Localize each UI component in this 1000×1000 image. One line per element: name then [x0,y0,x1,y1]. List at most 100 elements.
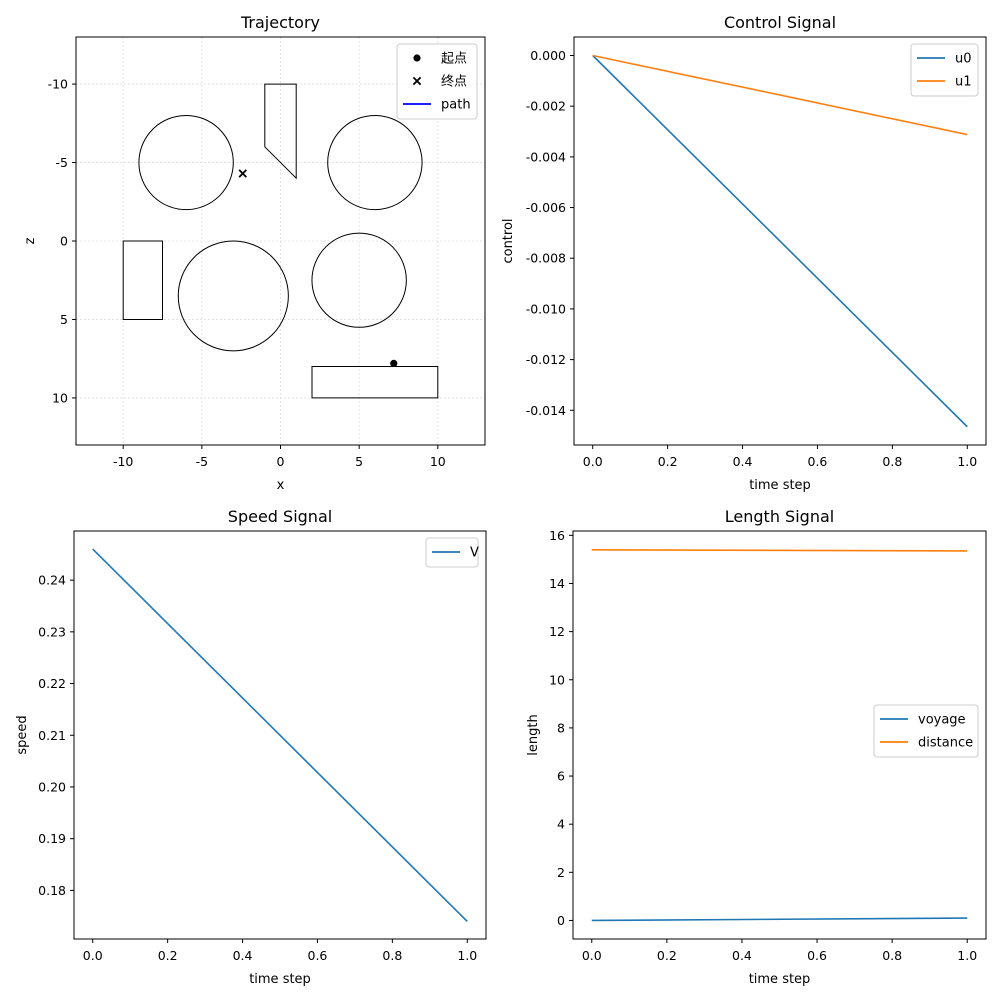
y-tick-label: 4 [557,817,565,832]
chart-length: 0.0 0.2 0.4 0.6 0.8 1.0 0 2 4 6 8 10 12 14 16 Length Si… [526,507,987,987]
y-axis-label: speed [15,715,30,754]
series-line-distance [591,548,968,552]
x-tick-label: 1.0 [957,454,977,469]
legend-label: path [441,98,471,113]
x-axis-label: x [277,478,285,493]
x-tick-label: 0.2 [658,454,678,469]
legend-label: voyage [918,713,966,728]
series-line-u1 [592,54,968,136]
chart-title: Speed Signal [228,507,332,526]
obstacle-circle [311,232,407,328]
x-tick-label: 0.6 [807,948,827,963]
y-tick-label: -0.006 [526,200,566,215]
x-tick-label: 0.4 [732,948,752,963]
legend-label: 终点 [441,74,467,90]
y-tick-label: 0 [60,234,68,249]
axes-frame [572,530,987,940]
y-tick-label: 0.19 [38,831,66,846]
y-tick-label: 2 [557,865,565,880]
y-tick-label: 0 [557,913,565,928]
x-tick-label: 0.4 [733,454,753,469]
chart-title: Control Signal [724,13,836,32]
y-tick-label: 8 [557,720,565,735]
y-tick-label: 14 [549,576,565,591]
plot-area [122,83,439,399]
x-tick-label: 0.8 [882,948,902,963]
y-tick-label: -0.008 [526,251,566,266]
y-tick-label: -10 [48,77,68,92]
legend: voyage distance [873,704,979,758]
legend-label: u1 [955,75,972,90]
y-tick-label: -0.004 [526,149,566,164]
x-tick-label: 1.0 [457,948,477,963]
x-tick-label: -10 [113,454,133,469]
end-point-marker [238,169,247,178]
x-tick-label: 0.0 [582,948,602,963]
legend-marker-dot [413,54,421,62]
legend-box [910,43,979,97]
plot-area [591,548,968,922]
legend: u0 u1 [910,43,979,97]
x-axis-label: time step [249,972,311,987]
x-axis-label: time step [749,972,811,987]
series-line-voyage [591,917,968,922]
x-tick-label: 0.8 [882,454,902,469]
y-axis-label: control [501,218,516,263]
x-tick-label: 0.0 [83,948,103,963]
legend-label: 起点 [441,52,467,67]
chart-title: Length Signal [725,507,834,526]
x-tick-label: 0.8 [382,948,402,963]
y-tick-label: 10 [549,672,565,687]
y-tick-label: 5 [60,312,68,327]
legend-box [396,43,478,120]
plot-area [92,548,468,922]
obstacle-polygon [311,366,439,399]
x-tick-label: 0.2 [657,948,677,963]
legend-label: V [470,546,479,561]
y-tick-label: -0.012 [526,352,566,367]
legend-box [873,704,979,758]
y-tick-label: 16 [549,528,565,543]
legend-label: u0 [955,52,972,67]
x-tick-label: 0.2 [158,948,178,963]
y-axis-label: z [23,237,38,244]
x-tick-label: 1.0 [957,948,977,963]
x-tick-label: 10 [430,454,446,469]
x-tick-label: 0.0 [583,454,603,469]
obstacle-polygon [264,83,297,180]
chart-control: 0.0 0.2 0.4 0.6 0.8 1.0 0.000 -0.002 -0.004 -0.00… [501,13,987,493]
y-tick-label: -5 [56,155,68,170]
chart-speed: 0.0 0.2 0.4 0.6 0.8 1.0 0.18 0.19 0.20 0.21 0.22 0.… [15,507,487,987]
y-tick-label: 10 [52,390,68,405]
x-tick-label: -5 [196,454,208,469]
y-tick-label: 12 [549,624,565,639]
y-tick-label: 0.22 [38,676,66,691]
y-tick-label: 0.18 [38,883,66,898]
legend: V [425,537,479,568]
start-point-marker [390,359,398,367]
legend-marker-x [412,76,422,86]
chart-title: Trajectory [240,13,320,32]
y-tick-label: 0.24 [38,573,66,588]
y-tick-label: -0.002 [526,99,566,114]
series-line-u0 [592,54,968,428]
obstacle-circle [327,114,423,211]
x-axis-label: time step [749,478,811,493]
y-tick-label: 0.21 [38,728,66,743]
legend-label: distance [918,736,973,751]
y-axis-label: length [526,714,541,755]
x-tick-label: 0.6 [808,454,828,469]
plot-area [592,54,968,428]
obstacle-circle [138,114,234,211]
y-tick-label: 0.20 [38,779,66,794]
x-tick-label: 0 [277,454,285,469]
y-tick-label: -0.014 [526,403,566,418]
obstacle-circle [177,240,289,352]
x-tick-label: 0.6 [308,948,328,963]
y-tick-label: -0.010 [526,301,566,316]
axes-frame [573,36,987,446]
obstacle-polygon [122,240,163,320]
